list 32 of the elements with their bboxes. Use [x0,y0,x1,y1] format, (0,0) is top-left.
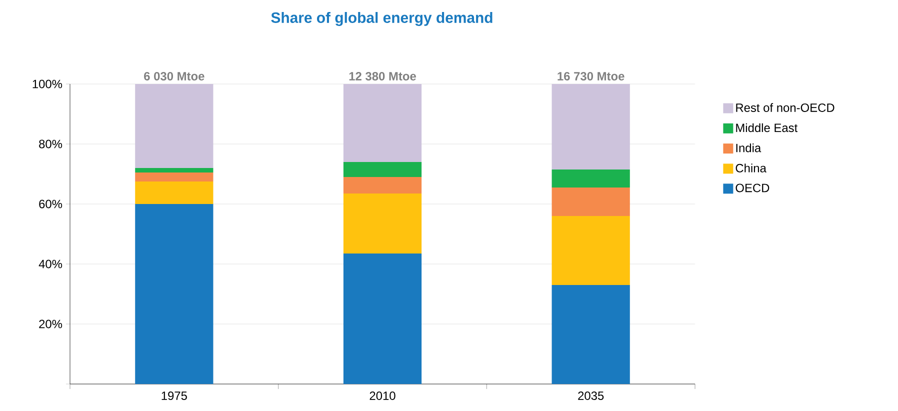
annotation: 6 030 Mtoe [144,72,204,80]
annotation: 16 730 Mtoe [558,72,624,80]
legend-label: Middle East [736,123,798,132]
bar [343,193,422,254]
bar [135,181,214,204]
legend-label: OECD [736,184,770,192]
bar [552,187,630,216]
y-tick-label: 80% [39,140,62,148]
y-tick-label: 60% [39,200,62,208]
x-tick-label: 2035 [578,392,604,400]
y-tick-label: 40% [38,260,62,268]
bar [552,216,630,285]
bar [343,84,422,162]
bar [135,84,214,168]
chart-title: Share of global energy demand [271,12,492,26]
bar [552,285,630,384]
legend-label: China [736,164,766,172]
x-tick-label: 2010 [370,392,396,400]
y-tick-label: 20% [39,320,62,328]
bar [343,254,422,384]
bar [552,169,630,188]
bar [343,162,422,177]
x-tick-label: 1975 [162,392,187,400]
legend-label: Rest of non-OECD [736,103,834,112]
y-tick-label: 100% [32,80,62,88]
bar [343,176,422,194]
bar [135,168,214,172]
bar [552,84,630,170]
legend-label: India [736,143,762,152]
bar [135,172,214,182]
annotation: 12 380 Mtoe [349,72,416,80]
bar [135,204,214,384]
